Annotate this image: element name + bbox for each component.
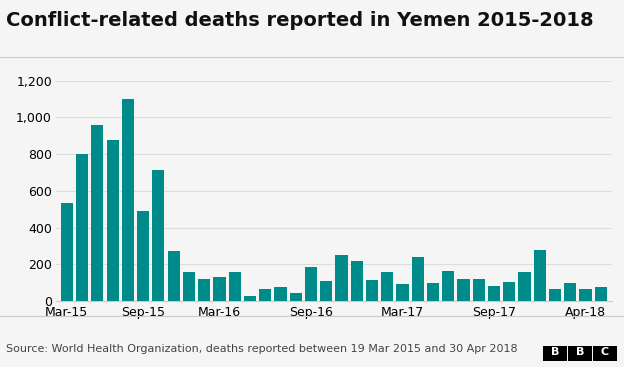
Bar bbox=[228, 272, 241, 301]
Bar bbox=[351, 261, 363, 301]
Bar bbox=[198, 279, 210, 301]
Text: C: C bbox=[600, 347, 609, 357]
Bar bbox=[381, 272, 393, 301]
Bar bbox=[183, 272, 195, 301]
Bar bbox=[305, 267, 317, 301]
Text: B: B bbox=[575, 347, 584, 357]
Bar bbox=[412, 257, 424, 301]
Text: Conflict-related deaths reported in Yemen 2015-2018: Conflict-related deaths reported in Yeme… bbox=[6, 11, 594, 30]
Bar bbox=[503, 282, 515, 301]
Bar bbox=[122, 99, 134, 301]
Bar bbox=[564, 283, 577, 301]
Bar bbox=[366, 280, 378, 301]
Bar bbox=[457, 279, 470, 301]
Bar bbox=[472, 279, 485, 301]
Bar bbox=[91, 125, 104, 301]
Bar bbox=[534, 250, 546, 301]
Bar bbox=[137, 211, 149, 301]
Bar bbox=[488, 286, 500, 301]
Bar bbox=[290, 293, 302, 301]
Text: B: B bbox=[550, 347, 559, 357]
Bar bbox=[442, 271, 454, 301]
Bar bbox=[320, 281, 333, 301]
Bar bbox=[213, 277, 225, 301]
Bar bbox=[61, 203, 73, 301]
Bar bbox=[259, 289, 271, 301]
Bar bbox=[519, 272, 530, 301]
Bar bbox=[152, 170, 165, 301]
Bar bbox=[275, 287, 286, 301]
Bar bbox=[107, 141, 119, 301]
Bar bbox=[549, 289, 561, 301]
Bar bbox=[335, 255, 348, 301]
Bar bbox=[595, 287, 607, 301]
Bar bbox=[76, 154, 88, 301]
Bar bbox=[427, 283, 439, 301]
Bar bbox=[244, 297, 256, 301]
Bar bbox=[167, 251, 180, 301]
Bar bbox=[580, 289, 592, 301]
Bar bbox=[396, 283, 409, 301]
Text: Source: World Health Organization, deaths reported between 19 Mar 2015 and 30 Ap: Source: World Health Organization, death… bbox=[6, 344, 518, 354]
